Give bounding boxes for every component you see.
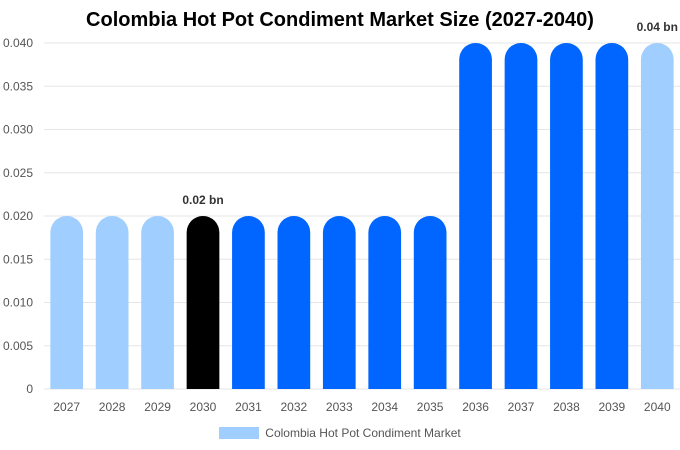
bar-2038 — [550, 43, 583, 389]
x-tick-label: 2033 — [326, 400, 353, 414]
x-tick-label: 2037 — [508, 400, 535, 414]
x-axis-ticks: 2027 2028 2029 2030 2031 2032 2033 2034 2035 2036… — [53, 400, 671, 414]
y-tick-label: 0.005 — [3, 339, 33, 353]
data-labels: 0.02 bn 0.04 bn — [182, 20, 678, 207]
y-axis-ticks: 0 0.005 0.010 0.015 0.020 0.025 0.030 0.035 0.04… — [3, 36, 33, 396]
x-tick-label: 2036 — [462, 400, 489, 414]
y-tick-label: 0.035 — [3, 79, 33, 93]
bar-2031 — [232, 216, 265, 389]
bar-2029 — [141, 215, 174, 389]
x-tick-label: 2034 — [371, 400, 398, 414]
x-tick-label: 2039 — [599, 400, 626, 414]
x-tick-label: 2040 — [644, 400, 671, 414]
bars — [50, 42, 674, 389]
bar-2035 — [413, 215, 447, 389]
x-tick-label: 2030 — [190, 400, 217, 414]
legend-swatch — [219, 427, 260, 439]
data-label: 0.04 bn — [637, 20, 678, 34]
bar-2030 — [186, 216, 220, 389]
gridlines — [44, 42, 680, 390]
bar-2039 — [595, 43, 629, 389]
legend[interactable]: Colombia Hot Pot Condiment Market — [0, 426, 680, 440]
bar-2033 — [322, 215, 356, 389]
y-tick-label: 0.010 — [3, 296, 33, 310]
x-tick-label: 2038 — [553, 400, 580, 414]
bar-2037 — [504, 42, 538, 389]
x-tick-label: 2035 — [417, 400, 444, 414]
y-tick-label: 0 — [26, 382, 33, 396]
bar-2036 — [459, 42, 492, 389]
bar-2028 — [95, 215, 129, 389]
bar-2040 — [640, 43, 674, 389]
data-label: 0.02 bn — [182, 193, 223, 207]
y-tick-label: 0.015 — [3, 252, 33, 266]
bar-2034 — [368, 215, 402, 389]
chart-title: Colombia Hot Pot Condiment Market Size (… — [86, 9, 594, 31]
x-tick-label: 2032 — [281, 400, 308, 414]
x-tick-label: 2028 — [99, 400, 126, 414]
y-tick-label: 0.040 — [3, 36, 33, 50]
bar-2027 — [50, 215, 84, 389]
y-tick-label: 0.020 — [3, 209, 33, 223]
x-tick-label: 2031 — [235, 400, 262, 414]
legend-label: Colombia Hot Pot Condiment Market — [265, 426, 461, 440]
bar-2032 — [277, 215, 311, 389]
y-tick-label: 0.030 — [3, 123, 33, 137]
y-tick-label: 0.025 — [3, 166, 33, 180]
x-tick-label: 2029 — [144, 400, 171, 414]
x-tick-label: 2027 — [53, 400, 80, 414]
